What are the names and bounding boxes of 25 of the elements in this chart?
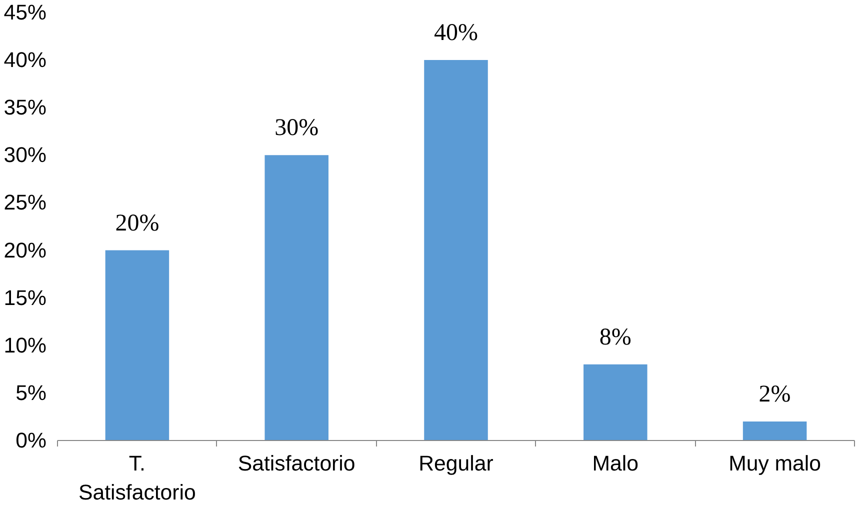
y-tick-label: 35% bbox=[4, 96, 47, 120]
y-tick-label: 30% bbox=[4, 143, 47, 168]
bar bbox=[584, 364, 648, 440]
y-tick-label: 45% bbox=[4, 0, 47, 24]
x-tick-label: T. Satisfactorio bbox=[78, 452, 196, 504]
data-label: 40% bbox=[434, 20, 478, 46]
bar bbox=[742, 421, 807, 440]
y-tick-label: 0% bbox=[16, 428, 47, 452]
bar bbox=[105, 250, 170, 440]
data-label: 20% bbox=[115, 210, 160, 236]
y-tick-label: 10% bbox=[4, 333, 47, 358]
x-tick-label: Satisfactorio bbox=[238, 452, 356, 476]
data-label: 2% bbox=[758, 381, 791, 408]
y-tick-label: 15% bbox=[4, 286, 47, 310]
y-tick-label: 5% bbox=[16, 380, 47, 405]
x-tick-label: Malo bbox=[592, 452, 639, 476]
y-tick-label: 25% bbox=[4, 190, 47, 215]
bar bbox=[264, 155, 328, 440]
y-tick-label: 40% bbox=[4, 48, 47, 72]
data-label: 8% bbox=[599, 324, 632, 350]
y-tick-label: 20% bbox=[4, 238, 47, 262]
x-tick-label: Muy malo bbox=[728, 452, 822, 476]
data-label: 30% bbox=[274, 115, 319, 142]
x-tick-label: Regular bbox=[418, 452, 494, 476]
bar bbox=[424, 60, 488, 440]
